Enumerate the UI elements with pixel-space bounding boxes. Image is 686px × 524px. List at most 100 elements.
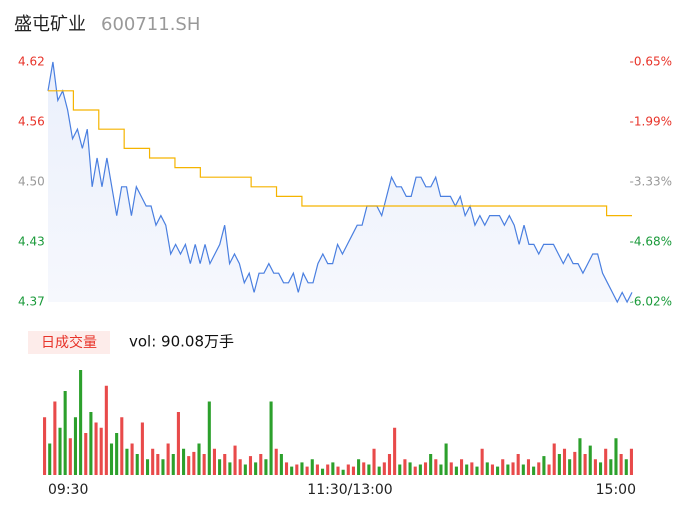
volume-bar <box>532 466 536 475</box>
volume-bar <box>485 462 489 475</box>
volume-bar <box>398 464 402 475</box>
volume-bar <box>423 462 428 475</box>
volume-bar <box>413 466 417 475</box>
volume-bar <box>465 464 469 475</box>
x-tick-label: 11:30/13:00 <box>307 482 392 498</box>
volume-bar <box>516 454 520 475</box>
volume-bar <box>73 417 78 475</box>
volume-bar <box>58 427 62 475</box>
volume-bar <box>552 443 556 475</box>
volume-bar <box>125 448 129 475</box>
volume-bar <box>568 459 572 475</box>
volume-bar <box>228 462 232 475</box>
volume-bar <box>521 464 525 475</box>
volume-bar <box>140 422 144 475</box>
volume-bar <box>248 456 253 475</box>
volume-bar <box>614 438 618 475</box>
volume-bar <box>233 445 237 475</box>
volume-bar <box>310 459 314 475</box>
volume-bar <box>341 469 345 475</box>
volume-bar <box>79 370 83 475</box>
volume-bar <box>284 462 289 475</box>
volume-bar <box>562 448 567 475</box>
y-tick-label: 4.43 <box>18 235 45 249</box>
volume-bar <box>43 417 47 475</box>
volume-label-bg <box>28 331 110 354</box>
volume-bar <box>202 454 206 475</box>
volume-bar <box>99 427 103 475</box>
y2-tick-label: -1.99% <box>630 115 672 129</box>
volume-bar <box>279 454 283 475</box>
volume-bar <box>238 459 242 475</box>
volume-label: 日成交量 <box>41 334 97 351</box>
volume-bar <box>89 412 93 475</box>
volume-bar <box>511 462 515 475</box>
volume-bar <box>460 459 464 475</box>
volume-bar <box>336 466 340 475</box>
y-tick-label: 4.62 <box>18 55 45 69</box>
price-area <box>48 62 632 302</box>
volume-bar <box>254 462 258 475</box>
volume-bar <box>470 462 474 475</box>
volume-bar <box>372 448 376 475</box>
volume-bar <box>94 422 98 475</box>
volume-bar <box>63 391 67 475</box>
volume-bar <box>351 466 355 475</box>
volume-bar <box>501 459 505 475</box>
y2-tick-label: -4.68% <box>630 235 672 249</box>
y2-tick-label: -6.02% <box>630 295 672 309</box>
volume-bar <box>187 456 191 475</box>
volume-bar <box>315 464 319 475</box>
volume-bar <box>212 448 216 475</box>
volume-bar <box>305 466 309 475</box>
volume-bar <box>449 462 453 475</box>
average-line <box>48 90 632 217</box>
volume-bar <box>480 448 484 475</box>
volume-bar <box>346 464 350 475</box>
volume-bar <box>259 454 263 475</box>
volume-bar <box>629 448 633 475</box>
volume-bar <box>593 459 597 475</box>
volume-bar <box>377 466 381 475</box>
volume-bar <box>120 417 124 475</box>
volume-bar <box>53 401 57 475</box>
volume-bar <box>290 466 294 475</box>
volume-bar <box>218 459 222 475</box>
volume-bar <box>408 462 412 475</box>
volume-bar <box>439 464 443 475</box>
volume-bar <box>207 401 211 475</box>
volume-bar <box>547 464 551 475</box>
volume-bar <box>331 462 335 475</box>
stock-code: 600711.SH <box>101 14 200 35</box>
volume-bar <box>84 433 88 475</box>
volume-bar <box>598 462 603 475</box>
volume-bar <box>526 459 531 475</box>
volume-bar <box>223 454 227 475</box>
volume-bar <box>171 454 175 475</box>
volume-bar <box>48 443 52 475</box>
volume-bar <box>434 459 438 475</box>
volume-bar <box>619 454 623 475</box>
volume-bar <box>161 459 165 475</box>
volume-bar <box>269 401 273 475</box>
volume-bar <box>454 466 458 475</box>
volume-bar <box>496 466 500 475</box>
volume-bar <box>321 468 325 475</box>
volume-bar <box>387 454 392 475</box>
volume-bar <box>583 454 587 475</box>
volume-bar <box>393 427 397 475</box>
volume-bar <box>490 464 494 475</box>
volume-bar <box>182 448 186 475</box>
volume-bar <box>166 443 170 475</box>
y-tick-label: 4.56 <box>18 115 45 129</box>
volume-bar <box>624 459 628 475</box>
volume-bar <box>573 451 577 475</box>
volume-bar <box>542 456 546 475</box>
volume-bar <box>151 448 155 475</box>
volume-bar <box>604 448 608 475</box>
volume-bar <box>109 443 114 475</box>
volume-bar <box>367 464 371 475</box>
volume-bar <box>135 454 139 475</box>
volume-bar <box>588 445 592 475</box>
